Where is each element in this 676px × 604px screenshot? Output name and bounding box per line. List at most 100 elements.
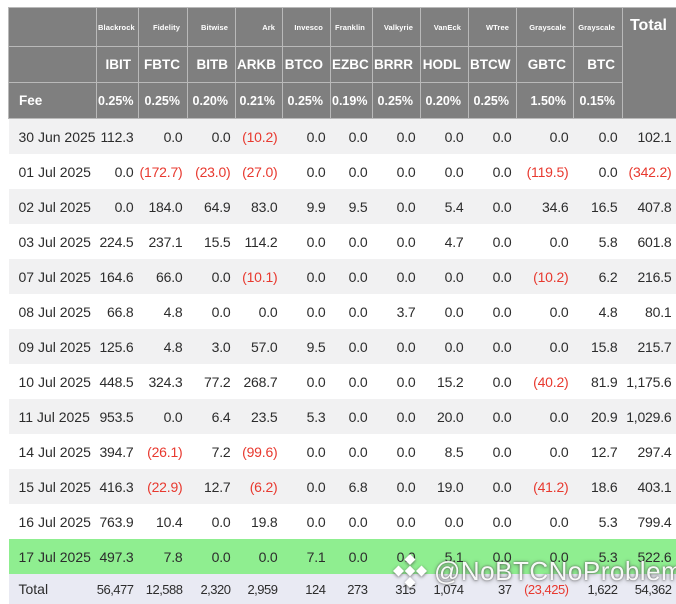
header-ticker: BITB: [188, 47, 236, 83]
date-cell: 01 Jul 2025: [9, 154, 97, 189]
flow-cell: 19.8: [236, 504, 283, 539]
fee-row-label: Fee: [9, 83, 97, 119]
flow-cell: 0.0: [373, 154, 421, 189]
header-fee: 0.15%: [574, 83, 623, 119]
header-ticker: HODL: [421, 47, 469, 83]
flow-cell: 15.5: [188, 224, 236, 259]
corner-cell: [9, 47, 97, 83]
flow-cell: 6.8: [331, 469, 373, 504]
flow-cell: 0.0: [139, 399, 188, 434]
flow-cell: 497.3: [97, 539, 139, 574]
flow-cell: 3.7: [373, 294, 421, 329]
header-ticker: BRRR: [373, 47, 421, 83]
flow-cell: 7.8: [139, 539, 188, 574]
flow-cell: 0.0: [188, 294, 236, 329]
flow-cell: 0.0: [373, 364, 421, 399]
flow-cell: 0.0: [469, 224, 517, 259]
flow-cell: 0.0: [574, 154, 623, 189]
flow-cell: (27.0): [236, 154, 283, 189]
row-total-cell: 1,029.6: [623, 399, 676, 434]
header-company: Ark: [236, 8, 283, 47]
header-ticker: BTC: [574, 47, 623, 83]
flow-cell: 184.0: [139, 189, 188, 224]
flow-cell: 0.0: [283, 119, 331, 155]
flow-cell: 0.0: [373, 329, 421, 364]
flow-cell: 0.0: [469, 189, 517, 224]
flow-cell: 125.6: [97, 329, 139, 364]
flow-cell: (10.2): [517, 259, 574, 294]
date-cell: 09 Jul 2025: [9, 329, 97, 364]
row-total-cell: 1,175.6: [623, 364, 676, 399]
flow-cell: 0.0: [517, 399, 574, 434]
flow-cell: 0.0: [517, 224, 574, 259]
flow-cell: 77.2: [188, 364, 236, 399]
date-cell: 07 Jul 2025: [9, 259, 97, 294]
row-total-cell: 102.1: [623, 119, 676, 155]
header-total: Total: [623, 8, 676, 119]
flow-cell: 9.9: [283, 189, 331, 224]
date-cell: 16 Jul 2025: [9, 504, 97, 539]
header-fee: 0.21%: [236, 83, 283, 119]
flow-cell: 0.0: [373, 224, 421, 259]
flow-cell: 9.5: [331, 189, 373, 224]
header-company: VanEck: [421, 8, 469, 47]
flow-cell: 15.2: [421, 364, 469, 399]
flow-cell: 81.9: [574, 364, 623, 399]
header-ticker: IBIT: [97, 47, 139, 83]
row-total-cell: 403.1: [623, 469, 676, 504]
flow-cell: 953.5: [97, 399, 139, 434]
flow-cell: 0.0: [421, 259, 469, 294]
flow-cell: 224.5: [97, 224, 139, 259]
flow-cell: 0.0: [469, 504, 517, 539]
flow-cell: 18.6: [574, 469, 623, 504]
flow-cell: 0.0: [469, 399, 517, 434]
header-fee: 0.19%: [331, 83, 373, 119]
flow-cell: 0.0: [331, 539, 373, 574]
flow-cell: 0.0: [97, 154, 139, 189]
flow-cell: 8.5: [421, 434, 469, 469]
flow-cell: 20.0: [421, 399, 469, 434]
row-total-cell: (342.2): [623, 154, 676, 189]
flow-cell: 0.0: [373, 504, 421, 539]
flow-cell: (6.2): [236, 469, 283, 504]
flow-cell: (99.6): [236, 434, 283, 469]
flow-cell: 0.0: [331, 224, 373, 259]
row-total-cell: 216.5: [623, 259, 676, 294]
flow-cell: (10.2): [236, 119, 283, 155]
flow-cell: 0.0: [373, 539, 421, 574]
header-fee: 0.25%: [97, 83, 139, 119]
flow-cell: 0.0: [283, 224, 331, 259]
flow-cell: 0.0: [517, 504, 574, 539]
flow-cell: 15.8: [574, 329, 623, 364]
flow-cell: 0.0: [188, 119, 236, 155]
flow-cell: 0.0: [421, 119, 469, 155]
date-cell: 11 Jul 2025: [9, 399, 97, 434]
flow-cell: 0.0: [188, 539, 236, 574]
header-company: Valkyrie: [373, 8, 421, 47]
flow-cell: 0.0: [517, 294, 574, 329]
flow-cell: 0.0: [421, 504, 469, 539]
corner-cell: [9, 8, 97, 47]
flow-cell: 268.7: [236, 364, 283, 399]
flow-cell: 0.0: [421, 154, 469, 189]
flow-cell: (23.0): [188, 154, 236, 189]
row-total-cell: 522.6: [623, 539, 676, 574]
flow-cell: 0.0: [331, 434, 373, 469]
row-total-cell: 297.4: [623, 434, 676, 469]
flow-cell: 5.3: [283, 399, 331, 434]
header-ticker: FBTC: [139, 47, 188, 83]
flow-cell: 5.1: [421, 539, 469, 574]
flow-cell: 0.0: [421, 294, 469, 329]
flow-cell: 7.1: [283, 539, 331, 574]
flow-cell: (10.1): [236, 259, 283, 294]
header-ticker: GBTC: [517, 47, 574, 83]
flow-cell: 66.0: [139, 259, 188, 294]
header-fee: 0.25%: [469, 83, 517, 119]
header-company: Bitwise: [188, 8, 236, 47]
flow-cell: 34.6: [517, 189, 574, 224]
